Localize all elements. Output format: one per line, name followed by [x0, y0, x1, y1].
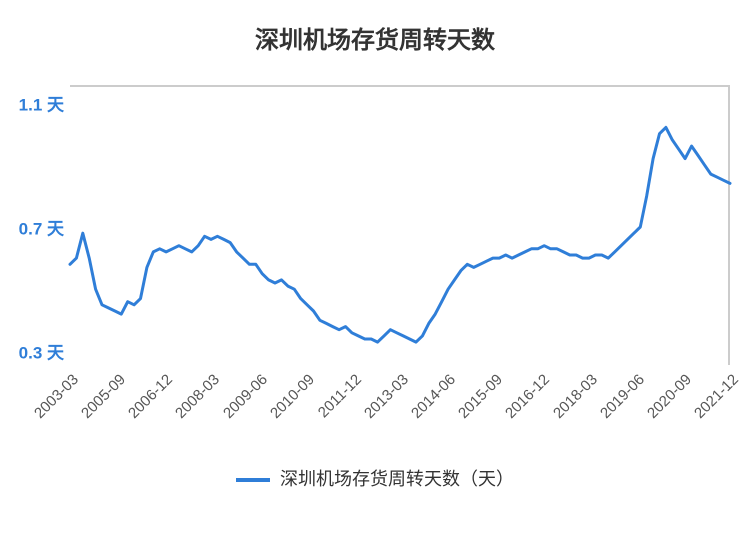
plot-region: 0.3 天0.7 天1.1 天 — [70, 85, 730, 365]
x-tick-label: 2010-09 — [267, 371, 318, 422]
legend: 深圳机场存货周转天数（天） — [0, 465, 750, 491]
x-tick-label: 2016-12 — [502, 371, 553, 422]
y-tick-label: 1.1 天 — [19, 90, 70, 115]
chart-title: 深圳机场存货周转天数 — [0, 0, 750, 65]
legend-label: 深圳机场存货周转天数（天） — [280, 469, 514, 489]
x-tick-label: 2020-09 — [644, 371, 695, 422]
x-tick-label: 2013-03 — [361, 371, 412, 422]
chart-area: 0.3 天0.7 天1.1 天 2003-032005-092006-12200… — [70, 85, 730, 455]
x-tick-label: 2019-06 — [597, 371, 648, 422]
line-series — [70, 87, 730, 367]
x-tick-label: 2006-12 — [125, 371, 176, 422]
x-tick-label: 2015-09 — [455, 371, 506, 422]
x-axis-labels: 2003-032005-092006-122008-032009-062010-… — [70, 365, 730, 455]
x-tick-label: 2021-12 — [691, 371, 742, 422]
x-tick-label: 2014-06 — [408, 371, 459, 422]
x-tick-label: 2011-12 — [315, 371, 365, 421]
legend-swatch — [236, 478, 270, 482]
x-tick-label: 2008-03 — [172, 371, 223, 422]
y-tick-label: 0.7 天 — [19, 215, 70, 240]
x-tick-label: 2005-09 — [78, 371, 129, 422]
x-tick-label: 2003-03 — [31, 371, 82, 422]
y-tick-label: 0.3 天 — [19, 339, 70, 364]
x-tick-label: 2018-03 — [550, 371, 601, 422]
x-tick-label: 2009-06 — [220, 371, 271, 422]
